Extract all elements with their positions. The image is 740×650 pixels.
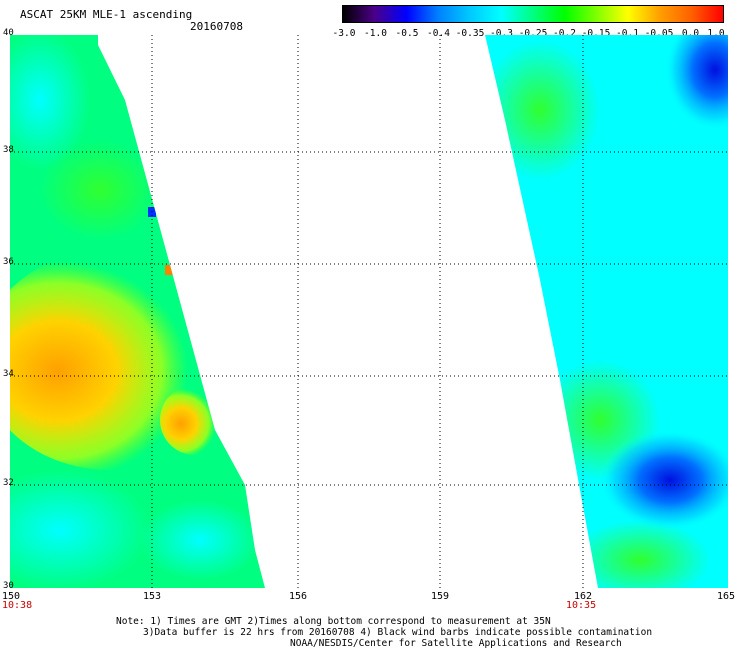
lon-label: 150	[2, 591, 21, 602]
colorbar-tick-label: -0.2	[553, 28, 576, 39]
lat-lon-grid	[10, 35, 728, 590]
lat-label: 36	[3, 257, 14, 267]
colorbar-tick-label: -0.05	[644, 28, 674, 39]
lon-label: 162	[574, 591, 593, 602]
pass-time-right: 10:35	[566, 600, 597, 611]
lon-label: 165	[717, 591, 736, 602]
colorbar-tick-label: 0.0	[681, 28, 700, 39]
lat-label: 40	[3, 28, 14, 38]
plot-title: ASCAT 25KM MLE-1 ascending	[20, 8, 193, 21]
lon-label: 153	[143, 591, 162, 602]
colorbar-tick-label: -0.1	[616, 28, 639, 39]
lat-label: 30	[3, 581, 14, 591]
note-line-3: NOAA/NESDIS/Center for Satellite Applica…	[290, 638, 622, 649]
colorbar-tick-label: -1.0	[364, 28, 387, 39]
colorbar-tick-label: -0.5	[395, 28, 419, 39]
colorbar-tick-label: -0.3	[490, 28, 513, 39]
note-line-2: 3)Data buffer is 22 hrs from 20160708 4)…	[143, 627, 653, 638]
colorbar-tick-label: 1.0	[707, 28, 725, 39]
lat-label: 34	[3, 369, 14, 379]
lon-label: 156	[289, 591, 308, 602]
lat-label: 32	[3, 478, 14, 488]
lat-label: 38	[3, 145, 14, 155]
pass-time-left: 10:38	[2, 600, 33, 611]
colorbar-tick-label: -3.0	[332, 28, 356, 39]
colorbar-tick-label: -0.25	[518, 28, 548, 39]
right-swath	[485, 35, 728, 588]
left-swath	[10, 35, 265, 588]
plot-date: 20160708	[190, 20, 243, 33]
colorbar-tick-label: -0.35	[455, 28, 485, 39]
note-line-1: Note: 1) Times are GMT 2)Times along bot…	[116, 616, 551, 627]
colorbar-tick-label: -0.4	[427, 28, 450, 39]
lon-label: 159	[431, 591, 450, 602]
colorbar	[342, 5, 724, 23]
colorbar-tick-label: -0.15	[581, 28, 611, 39]
